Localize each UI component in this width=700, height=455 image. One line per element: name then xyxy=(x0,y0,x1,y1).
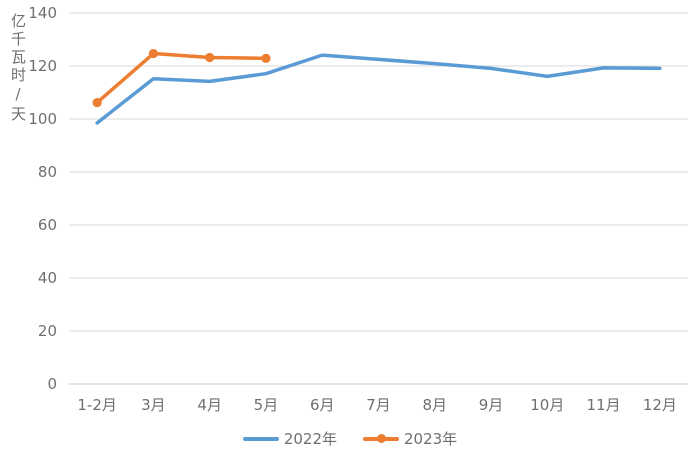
x-tick-label: 5月 xyxy=(254,396,279,414)
x-tick-label: 10月 xyxy=(530,396,564,414)
y-tick-label: 80 xyxy=(38,163,57,181)
legend: 2022年 2023年 xyxy=(0,428,700,449)
y-tick-label: 140 xyxy=(28,4,57,22)
y-axis-title: 亿千瓦时/天 xyxy=(9,13,27,124)
series-marker-2023年 xyxy=(148,48,159,59)
x-tick-label: 6月 xyxy=(310,396,335,414)
series-line-2022年 xyxy=(95,53,662,125)
y-tick-label: 120 xyxy=(28,57,57,75)
x-tick-label: 7月 xyxy=(366,396,391,414)
y-tick-label: 100 xyxy=(28,110,57,128)
legend-label-2023: 2023年 xyxy=(404,430,458,448)
x-tick-label: 12月 xyxy=(643,396,677,414)
y-tick-label: 60 xyxy=(38,216,57,234)
legend-item-2022: 2022年 xyxy=(242,428,337,449)
x-tick-label: 1-2月 xyxy=(77,396,117,414)
series-marker-2023年 xyxy=(205,52,215,63)
legend-line-dot-swatch-2023 xyxy=(363,434,399,443)
x-tick-label: 8月 xyxy=(422,396,447,414)
x-tick-label: 11月 xyxy=(587,396,621,414)
series-marker-2023年 xyxy=(92,97,102,108)
y-tick-label: 0 xyxy=(47,375,57,393)
legend-line-swatch-2022 xyxy=(242,436,279,441)
series-marker-2023年 xyxy=(261,53,271,63)
x-tick-label: 9月 xyxy=(479,396,504,414)
y-tick-label: 20 xyxy=(38,322,57,340)
legend-label-2022: 2022年 xyxy=(283,430,337,448)
x-tick-label: 3月 xyxy=(141,396,166,414)
legend-item-2023: 2023年 xyxy=(363,428,457,449)
x-tick-label: 4月 xyxy=(197,396,222,414)
legend-marker-dot xyxy=(376,434,386,443)
y-tick-label: 40 xyxy=(38,269,57,287)
series-line-2023年 xyxy=(95,51,268,105)
